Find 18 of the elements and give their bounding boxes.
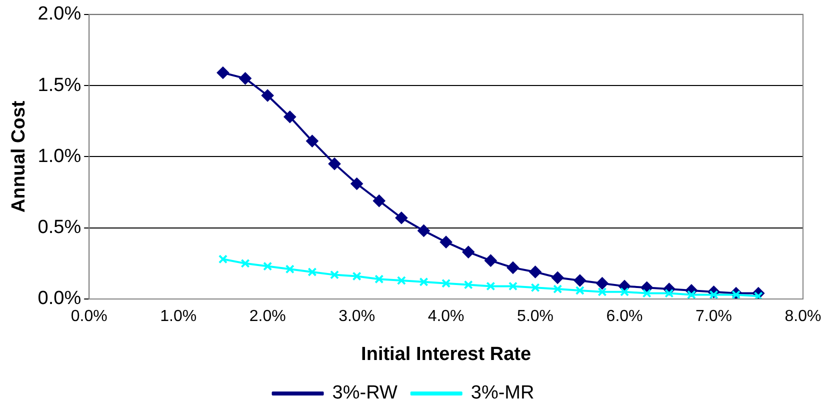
y-tick-label: 1.0% xyxy=(38,146,82,167)
y-tick-label: 0.5% xyxy=(38,217,82,238)
x-axis-title: Initial Interest Rate xyxy=(361,344,532,365)
x-tick-label: 4.0% xyxy=(428,308,464,326)
y-tick-label: 1.5% xyxy=(38,74,82,96)
y-axis-title: Annual Cost xyxy=(8,100,30,213)
legend-label: 3%-RW xyxy=(332,382,398,404)
legend-label: 3%-MR xyxy=(470,382,534,404)
x-tick-label: 3.0% xyxy=(338,308,376,326)
y-tick-label: 2.0% xyxy=(38,4,82,25)
x-tick-label: 5.0% xyxy=(517,308,554,326)
x-tick-label: 2.0% xyxy=(249,308,286,326)
y-tick-label: 0.0% xyxy=(38,288,82,310)
x-tick-label: 0.0% xyxy=(70,308,108,326)
x-tick-label: 1.0% xyxy=(160,308,197,326)
x-tick-label: 8.0% xyxy=(784,308,822,326)
x-tick-label: 6.0% xyxy=(606,308,643,326)
x-tick-label: 7.0% xyxy=(696,308,732,326)
